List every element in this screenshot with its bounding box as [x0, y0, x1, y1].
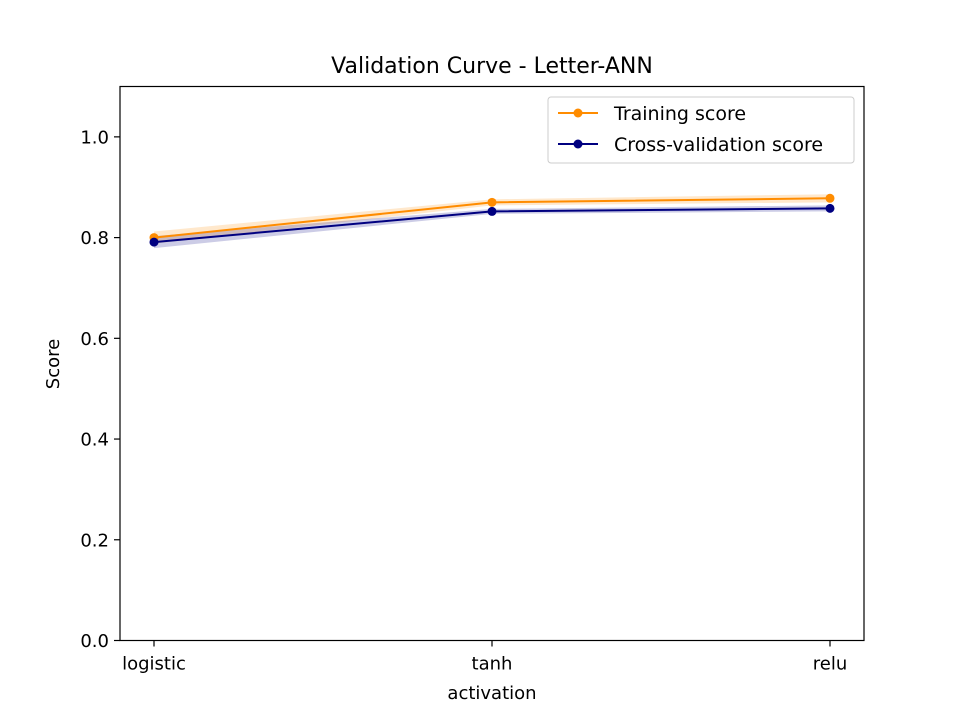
y-tick-label: 0.6: [80, 329, 109, 350]
x-tick-label: tanh: [472, 654, 513, 675]
x-tick-label: relu: [813, 654, 848, 675]
legend-label: Training score: [613, 103, 746, 125]
chart-title: Validation Curve - Letter-ANN: [331, 54, 653, 79]
series-point: [149, 237, 159, 247]
y-axis-label: Score: [43, 339, 64, 389]
y-tick-label: 0.0: [80, 631, 109, 652]
y-axis-ticks: 0.0 0.2 0.4 0.6 0.8 1.0: [80, 127, 120, 652]
x-tick-label: logistic: [122, 654, 186, 675]
y-tick-label: 0.2: [80, 530, 109, 551]
series-points: [149, 193, 835, 247]
series-point: [487, 197, 497, 207]
legend-label: Cross-validation score: [614, 134, 823, 156]
y-tick-label: 0.8: [80, 228, 109, 249]
legend-box: [547, 96, 855, 164]
legend-swatch-marker: [573, 108, 583, 118]
x-axis-ticks: logistic tanh relu: [122, 640, 848, 675]
legend-swatch-marker: [573, 139, 583, 149]
legend: Training score Cross-validation score: [547, 96, 855, 164]
series-point: [825, 203, 835, 213]
y-tick-label: 0.4: [80, 430, 109, 451]
x-axis-label: activation: [447, 683, 536, 704]
plot-area-frame: [119, 85, 865, 642]
y-tick-label: 1.0: [80, 127, 109, 148]
series-point: [825, 193, 835, 203]
series-point: [487, 206, 497, 216]
